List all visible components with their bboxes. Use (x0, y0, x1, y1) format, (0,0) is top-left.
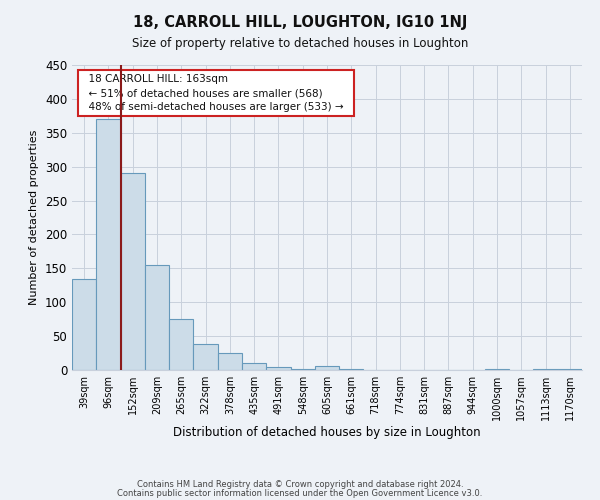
Bar (290, 368, 315, 370)
Y-axis label: Number of detached properties: Number of detached properties (29, 130, 40, 305)
X-axis label: Distribution of detached houses by size in Loughton: Distribution of detached houses by size … (173, 426, 481, 439)
Text: 18, CARROLL HILL, LOUGHTON, IG10 1NJ: 18, CARROLL HILL, LOUGHTON, IG10 1NJ (133, 15, 467, 30)
Bar (242, 363, 266, 370)
Bar (218, 353, 242, 370)
Bar (169, 319, 193, 370)
Bar (533, 368, 558, 370)
Bar (121, 174, 145, 370)
Bar (145, 265, 169, 370)
Bar (266, 366, 290, 370)
Text: Size of property relative to detached houses in Loughton: Size of property relative to detached ho… (132, 38, 468, 51)
Bar (193, 344, 218, 370)
Text: Contains HM Land Registry data © Crown copyright and database right 2024.: Contains HM Land Registry data © Crown c… (137, 480, 463, 489)
Bar (315, 366, 339, 370)
Bar (96, 119, 121, 370)
Text: Contains public sector information licensed under the Open Government Licence v3: Contains public sector information licen… (118, 488, 482, 498)
Bar (485, 368, 509, 370)
Text: 18 CARROLL HILL: 163sqm  
  ← 51% of detached houses are smaller (568)  
  48% o: 18 CARROLL HILL: 163sqm ← 51% of detache… (82, 74, 350, 112)
Bar (72, 278, 96, 370)
